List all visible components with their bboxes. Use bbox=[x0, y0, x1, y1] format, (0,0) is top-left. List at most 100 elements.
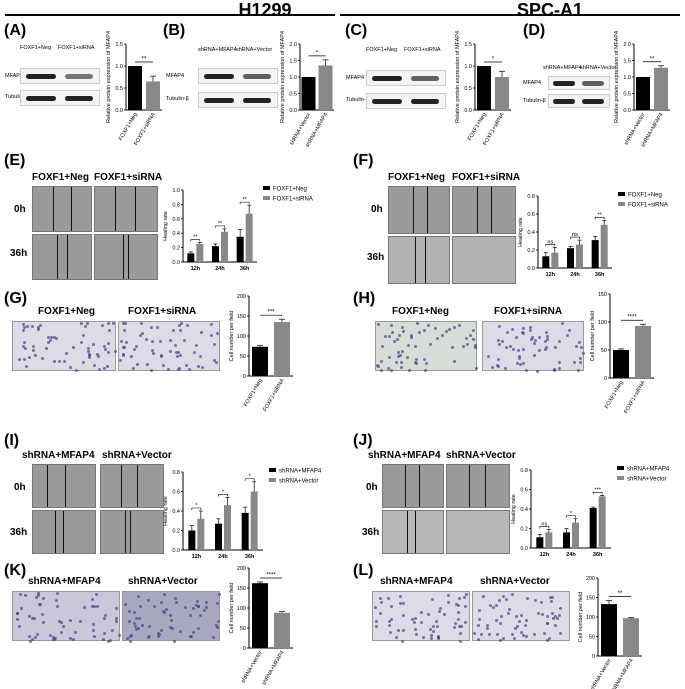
chart-e-bar bbox=[187, 253, 195, 262]
chart-a-bar bbox=[146, 81, 160, 110]
chart-h-ytick-label: 100 bbox=[598, 320, 607, 326]
chart-g-ylabel: Cell number per field bbox=[229, 311, 235, 362]
panel-label-f: (F) bbox=[353, 152, 374, 169]
blot-b-mfap4 bbox=[198, 68, 278, 84]
chart-c-bar bbox=[495, 77, 509, 110]
chart-c-ytick-label: 1.0 bbox=[464, 64, 472, 70]
chart-e-sig-bracket bbox=[239, 201, 250, 205]
wound-e-cond-1: FOXF1+Neg bbox=[32, 172, 89, 183]
chart-f-sig-label: ns bbox=[547, 239, 553, 245]
chart-g-ytick-label: 50 bbox=[240, 354, 246, 360]
blot-a-cond-2: FOXF1+siRNA bbox=[58, 45, 95, 51]
chart-k-ytick-label: 50 bbox=[240, 626, 246, 632]
header-rule-left bbox=[5, 14, 335, 16]
chart-i-ylabel: Healing rate bbox=[163, 496, 169, 526]
header-rule-right bbox=[340, 14, 680, 16]
chart-i-sig-bracket bbox=[218, 494, 228, 497]
chart-i-bar bbox=[215, 523, 222, 550]
chart-d-ytick-label: 1.0 bbox=[623, 75, 631, 81]
chart-i-xtick-label: 24h bbox=[218, 554, 228, 560]
wound-i-cond-2: shRNA+Vector bbox=[102, 450, 172, 461]
chart-c-ytick-label: 0.5 bbox=[464, 86, 472, 92]
blot-a-cond-1: FOXF1+Neg bbox=[20, 45, 52, 51]
chart-b-bar bbox=[318, 65, 333, 110]
transwell-l-img-2 bbox=[472, 591, 570, 643]
panel-label-j: (J) bbox=[353, 432, 373, 449]
panel-label-g: (G) bbox=[4, 290, 28, 307]
chart-h-ytick-label: 150 bbox=[598, 292, 607, 298]
chart-i-sig-label: * bbox=[222, 489, 225, 495]
chart-b-ytick-label: 1.5 bbox=[289, 59, 297, 65]
blot-a-row-1: MFAP4 bbox=[5, 73, 24, 79]
panel-label-e: (E) bbox=[4, 152, 26, 169]
chart-a-sig-label: ** bbox=[142, 57, 147, 63]
chart-k-ylabel: Cell number per field bbox=[229, 583, 235, 634]
chart-i-ytick-label: 0.8 bbox=[172, 470, 180, 476]
blot-b-row-2: Tubulin-β bbox=[166, 96, 189, 102]
chart-l-ytick-label: 100 bbox=[586, 615, 595, 621]
chart-a-ytick-label: 1.0 bbox=[115, 64, 123, 70]
chart-k-ytick-label: 0 bbox=[243, 646, 246, 652]
wound-f-time-1: 0h bbox=[371, 204, 383, 215]
chart-d-ytick-label: 0.0 bbox=[623, 108, 631, 114]
chart-h-sig-label: **** bbox=[627, 315, 637, 321]
chart-e-sig-label: ** bbox=[193, 235, 198, 241]
chart-f-xtick-label: 36h bbox=[595, 272, 605, 278]
chart-e-ytick-label: 0.2 bbox=[172, 246, 180, 252]
chart-l-bar bbox=[623, 618, 639, 656]
wound-j-time-1: 0h bbox=[366, 482, 378, 493]
transwell-h-img-1 bbox=[375, 321, 478, 373]
chart-e-sig-label: ** bbox=[243, 197, 248, 203]
chart-l-ytick-label: 150 bbox=[586, 596, 595, 602]
wound-e-img-2 bbox=[94, 186, 158, 232]
chart-j-bar bbox=[563, 532, 570, 548]
chart-i-ytick-label: 0.6 bbox=[172, 490, 180, 496]
blot-d-cond-2: shRNA+Vector bbox=[580, 65, 617, 71]
chart-i-bar bbox=[224, 505, 231, 550]
transwell-k-img-1 bbox=[12, 591, 121, 643]
chart-j-ytick-label: 0.0 bbox=[520, 546, 528, 552]
chart-a-ytick-label: 0.0 bbox=[115, 108, 123, 114]
chart-l-xtick-label: shRNA+MFAP4 bbox=[610, 658, 635, 689]
wound-e-time-1: 0h bbox=[14, 204, 26, 215]
panel-label-l: (L) bbox=[353, 562, 374, 579]
transwell-h-cond-2: FOXF1+siRNA bbox=[494, 306, 563, 317]
panel-label-a: (A) bbox=[4, 22, 27, 39]
chart-i-sig-label: * bbox=[195, 503, 198, 509]
chart-f-xtick-label: 12h bbox=[546, 272, 556, 278]
chart-e-ytick-label: 0.8 bbox=[172, 202, 180, 208]
chart-j-xtick-label: 12h bbox=[540, 552, 550, 558]
blot-b-row-1: MFAP4 bbox=[166, 73, 185, 79]
chart-j-sig-bracket bbox=[566, 515, 576, 518]
chart-i-sig-bracket bbox=[191, 507, 202, 510]
chart-f-ytick-label: 0.8 bbox=[527, 194, 535, 200]
wound-j-time-2: 36h bbox=[362, 527, 380, 538]
chart-f-bar bbox=[600, 224, 608, 268]
chart-h-bar bbox=[635, 325, 651, 378]
chart-i-bar bbox=[250, 491, 258, 550]
transwell-l-img-1 bbox=[372, 591, 470, 643]
chart-j-sig-label: *** bbox=[594, 487, 601, 493]
chart-c-ytick-label: 1.5 bbox=[464, 42, 472, 48]
chart-g-bar bbox=[252, 346, 268, 376]
blot-d-row-1: MFAP4 bbox=[523, 80, 542, 86]
blot-c-row-1: MFAP4 bbox=[346, 75, 365, 81]
chart-b-ytick-label: 1.0 bbox=[289, 75, 297, 81]
chart-g-ytick-label: 0 bbox=[243, 374, 246, 380]
wound-j-cond-1: shRNA+MFAP4 bbox=[368, 450, 441, 461]
chart-f-legend-label: FOXF1+Neg bbox=[628, 193, 662, 199]
chart-i-ytick-label: 0.4 bbox=[172, 509, 180, 515]
chart-j-legend-label: shRNA+MFAP4 bbox=[627, 467, 670, 473]
wound-i-img-1 bbox=[32, 464, 96, 508]
blot-d-cond-1: shRNA+MFAP4 bbox=[543, 65, 582, 71]
blot-c-tubulin bbox=[366, 93, 446, 109]
chart-j-legend-label: shRNA+Vector bbox=[627, 477, 667, 483]
wound-f-img-2 bbox=[452, 186, 516, 234]
chart-i-bar bbox=[188, 530, 196, 550]
chart-i-sig-label: * bbox=[249, 474, 252, 480]
chart-f-xtick-label: 24h bbox=[570, 272, 580, 278]
chart-f-legend-swatch bbox=[618, 192, 625, 196]
chart-e-ytick-label: 1.0 bbox=[172, 188, 180, 194]
chart-h-xtick-label: FOXF1+siRNA bbox=[623, 380, 647, 415]
chart-k-xtick-label: shRNA+Vector bbox=[240, 650, 263, 685]
